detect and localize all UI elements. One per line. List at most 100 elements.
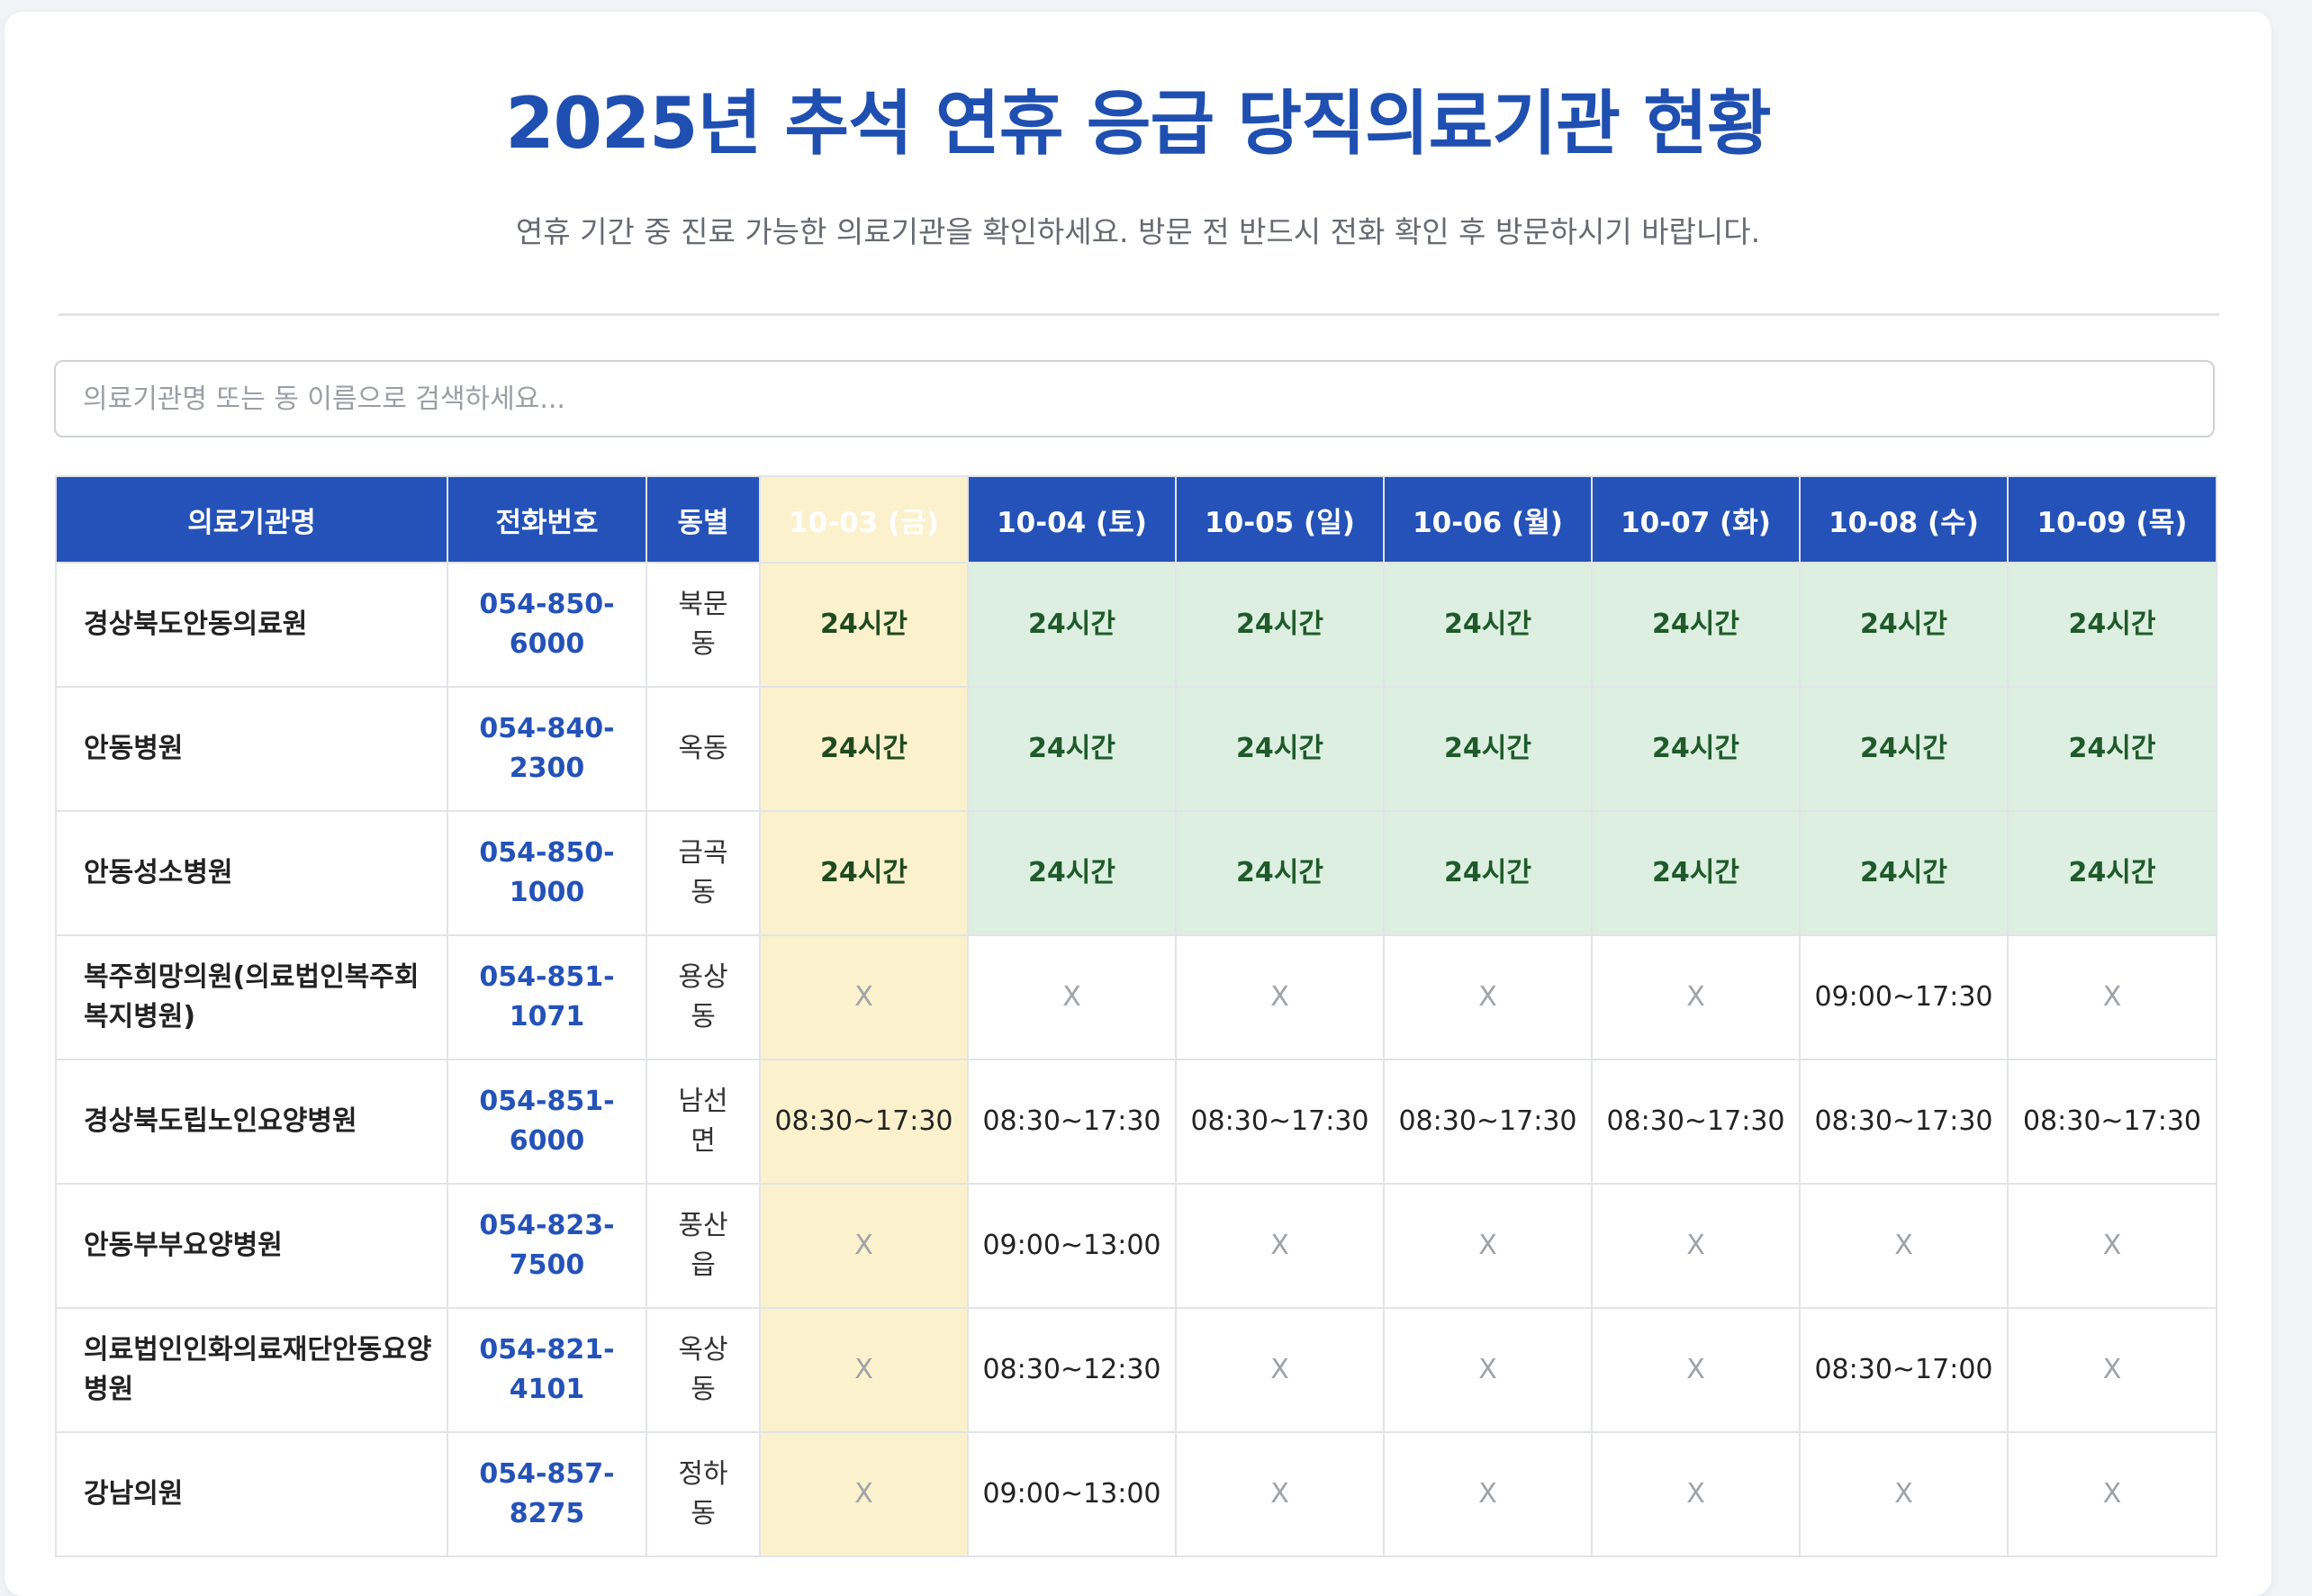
table-row: 의료법인인화의료재단안동요양병원 054-821-4101 옥상동 X 08:30~12… [55, 1307, 2217, 1433]
search-input[interactable] [54, 360, 2215, 437]
phone-link[interactable]: 054-823-7500 [447, 1183, 647, 1309]
schedule-cell: X [759, 1307, 969, 1433]
schedule-cell: X [2007, 1183, 2217, 1309]
schedule-cell: 24시간 [1383, 686, 1593, 812]
schedule-cell: 24시간 [1799, 562, 2009, 688]
schedule-cell: 09:00~17:30 [1799, 934, 2009, 1060]
schedule-cell: X [1591, 1307, 1801, 1433]
header-date: 10-08 (수) [1799, 475, 2009, 564]
dong-cell: 용상동 [646, 934, 761, 1060]
table-row: 안동성소병원 054-850-1000 금곡동 24시간 24시간 24시간 24시간 24시… [55, 810, 2217, 936]
schedule-table: 의료기관명 전화번호 동별 10-03 (금) 10-04 (토) 10-05 … [55, 475, 2217, 1557]
schedule-cell: X [1383, 1307, 1593, 1433]
facility-name-cell: 경상북도안동의료원 [55, 562, 448, 688]
schedule-cell: X [1383, 1183, 1593, 1309]
schedule-cell: 08:30~17:30 [967, 1059, 1177, 1185]
header-date: 10-04 (토) [967, 475, 1177, 564]
schedule-cell: 24시간 [1383, 562, 1593, 688]
schedule-cell: 09:00~13:00 [967, 1183, 1177, 1309]
schedule-cell: X [2007, 1307, 2217, 1433]
schedule-cell: X [1799, 1183, 2009, 1309]
facility-name-cell: 안동병원 [55, 686, 448, 812]
dong-cell: 남선면 [646, 1059, 761, 1185]
phone-link[interactable]: 054-851-6000 [447, 1059, 647, 1185]
header-dong: 동별 [646, 475, 761, 564]
schedule-cell: X [2007, 934, 2217, 1060]
schedule-cell: X [1591, 1431, 1801, 1557]
phone-link[interactable]: 054-850-1000 [447, 810, 647, 936]
phone-link[interactable]: 054-851-1071 [447, 934, 647, 1060]
schedule-cell: X [759, 1183, 969, 1309]
schedule-cell: 24시간 [1591, 686, 1801, 812]
schedule-cell: X [1591, 1183, 1801, 1309]
dong-cell: 정하동 [646, 1431, 761, 1557]
schedule-cell: 08:30~17:30 [1175, 1059, 1385, 1185]
divider [59, 313, 2219, 316]
dong-cell: 옥동 [646, 686, 761, 812]
schedule-cell: 08:30~17:00 [1799, 1307, 2009, 1433]
schedule-cell: 24시간 [1799, 686, 2009, 812]
header-date: 10-07 (화) [1591, 475, 1801, 564]
dong-cell: 금곡동 [646, 810, 761, 936]
schedule-cell: 24시간 [1591, 562, 1801, 688]
facility-name-cell: 의료법인인화의료재단안동요양병원 [55, 1307, 448, 1433]
schedule-cell: 08:30~17:30 [1591, 1059, 1801, 1185]
schedule-cell: 24시간 [2007, 562, 2217, 688]
schedule-cell: 24시간 [1591, 810, 1801, 936]
header-name: 의료기관명 [55, 475, 448, 564]
facility-name-cell: 안동성소병원 [55, 810, 448, 936]
header-date: 10-03 (금) [759, 475, 969, 564]
dong-cell: 풍산읍 [646, 1183, 761, 1309]
header-date: 10-09 (목) [2007, 475, 2217, 564]
schedule-cell: 24시간 [2007, 810, 2217, 936]
schedule-cell: 24시간 [967, 686, 1177, 812]
schedule-cell: X [759, 934, 969, 1060]
facility-name-cell: 강남의원 [55, 1431, 448, 1557]
header-phone: 전화번호 [447, 475, 647, 564]
facility-name-cell: 안동부부요양병원 [55, 1183, 448, 1309]
schedule-cell: 08:30~17:30 [1383, 1059, 1593, 1185]
schedule-cell: 24시간 [759, 686, 969, 812]
phone-link[interactable]: 054-840-2300 [447, 686, 647, 812]
schedule-cell: X [1383, 934, 1593, 1060]
schedule-cell: 08:30~17:30 [759, 1059, 969, 1185]
header-date: 10-05 (일) [1175, 475, 1385, 564]
schedule-cell: X [1175, 1183, 1385, 1309]
schedule-cell: 24시간 [1175, 562, 1385, 688]
schedule-cell: X [2007, 1431, 2217, 1557]
schedule-cell: 08:30~17:30 [2007, 1059, 2217, 1185]
schedule-cell: 08:30~17:30 [1799, 1059, 2009, 1185]
dong-cell: 옥상동 [646, 1307, 761, 1433]
phone-link[interactable]: 054-850-6000 [447, 562, 647, 688]
schedule-cell: X [1175, 1431, 1385, 1557]
table-row: 경상북도립노인요양병원 054-851-6000 남선면 08:30~17:30 08:… [55, 1059, 2217, 1185]
table-row: 안동부부요양병원 054-823-7500 풍산읍 X 09:00~13:00 X X X X X [55, 1183, 2217, 1309]
schedule-cell: 24시간 [2007, 686, 2217, 812]
header-date: 10-06 (월) [1383, 475, 1593, 564]
schedule-cell: 24시간 [1175, 810, 1385, 936]
dong-cell: 북문동 [646, 562, 761, 688]
schedule-cell: X [759, 1431, 969, 1557]
phone-link[interactable]: 054-857-8275 [447, 1431, 647, 1557]
facility-name-cell: 경상북도립노인요양병원 [55, 1059, 448, 1185]
schedule-cell: 24시간 [759, 562, 969, 688]
schedule-cell: 09:00~13:00 [967, 1431, 1177, 1557]
table-row: 안동병원 054-840-2300 옥동 24시간 24시간 24시간 24시간 24시간 24… [55, 686, 2217, 812]
schedule-cell: X [1799, 1431, 2009, 1557]
phone-link[interactable]: 054-821-4101 [447, 1307, 647, 1433]
schedule-cell: X [1383, 1431, 1593, 1557]
schedule-cell: 08:30~12:30 [967, 1307, 1177, 1433]
schedule-cell: 24시간 [1799, 810, 2009, 936]
table-row: 강남의원 054-857-8275 정하동 X 09:00~13:00 X X X X X [55, 1431, 2217, 1557]
page-subtitle: 연휴 기간 중 진료 가능한 의료기관을 확인하세요. 방문 전 반드시 전화 … [515, 214, 1761, 249]
page-title: 2025년 추석 연휴 응급 당직의료기관 현황 [505, 84, 1771, 165]
schedule-cell: X [1175, 934, 1385, 1060]
schedule-cell: X [967, 934, 1177, 1060]
schedule-cell: X [1175, 1307, 1385, 1433]
schedule-cell: 24시간 [967, 562, 1177, 688]
schedule-cell: 24시간 [967, 810, 1177, 936]
table-header-row: 의료기관명 전화번호 동별 10-03 (금) 10-04 (토) 10-05 … [55, 475, 2217, 564]
schedule-cell: 24시간 [759, 810, 969, 936]
table-row: 복주희망의원(의료법인복주회복지병원) 054-851-1071 용상동 X X X X X 0… [55, 934, 2217, 1060]
table-row: 경상북도안동의료원 054-850-6000 북문동 24시간 24시간 24시간 24시간… [55, 562, 2217, 688]
